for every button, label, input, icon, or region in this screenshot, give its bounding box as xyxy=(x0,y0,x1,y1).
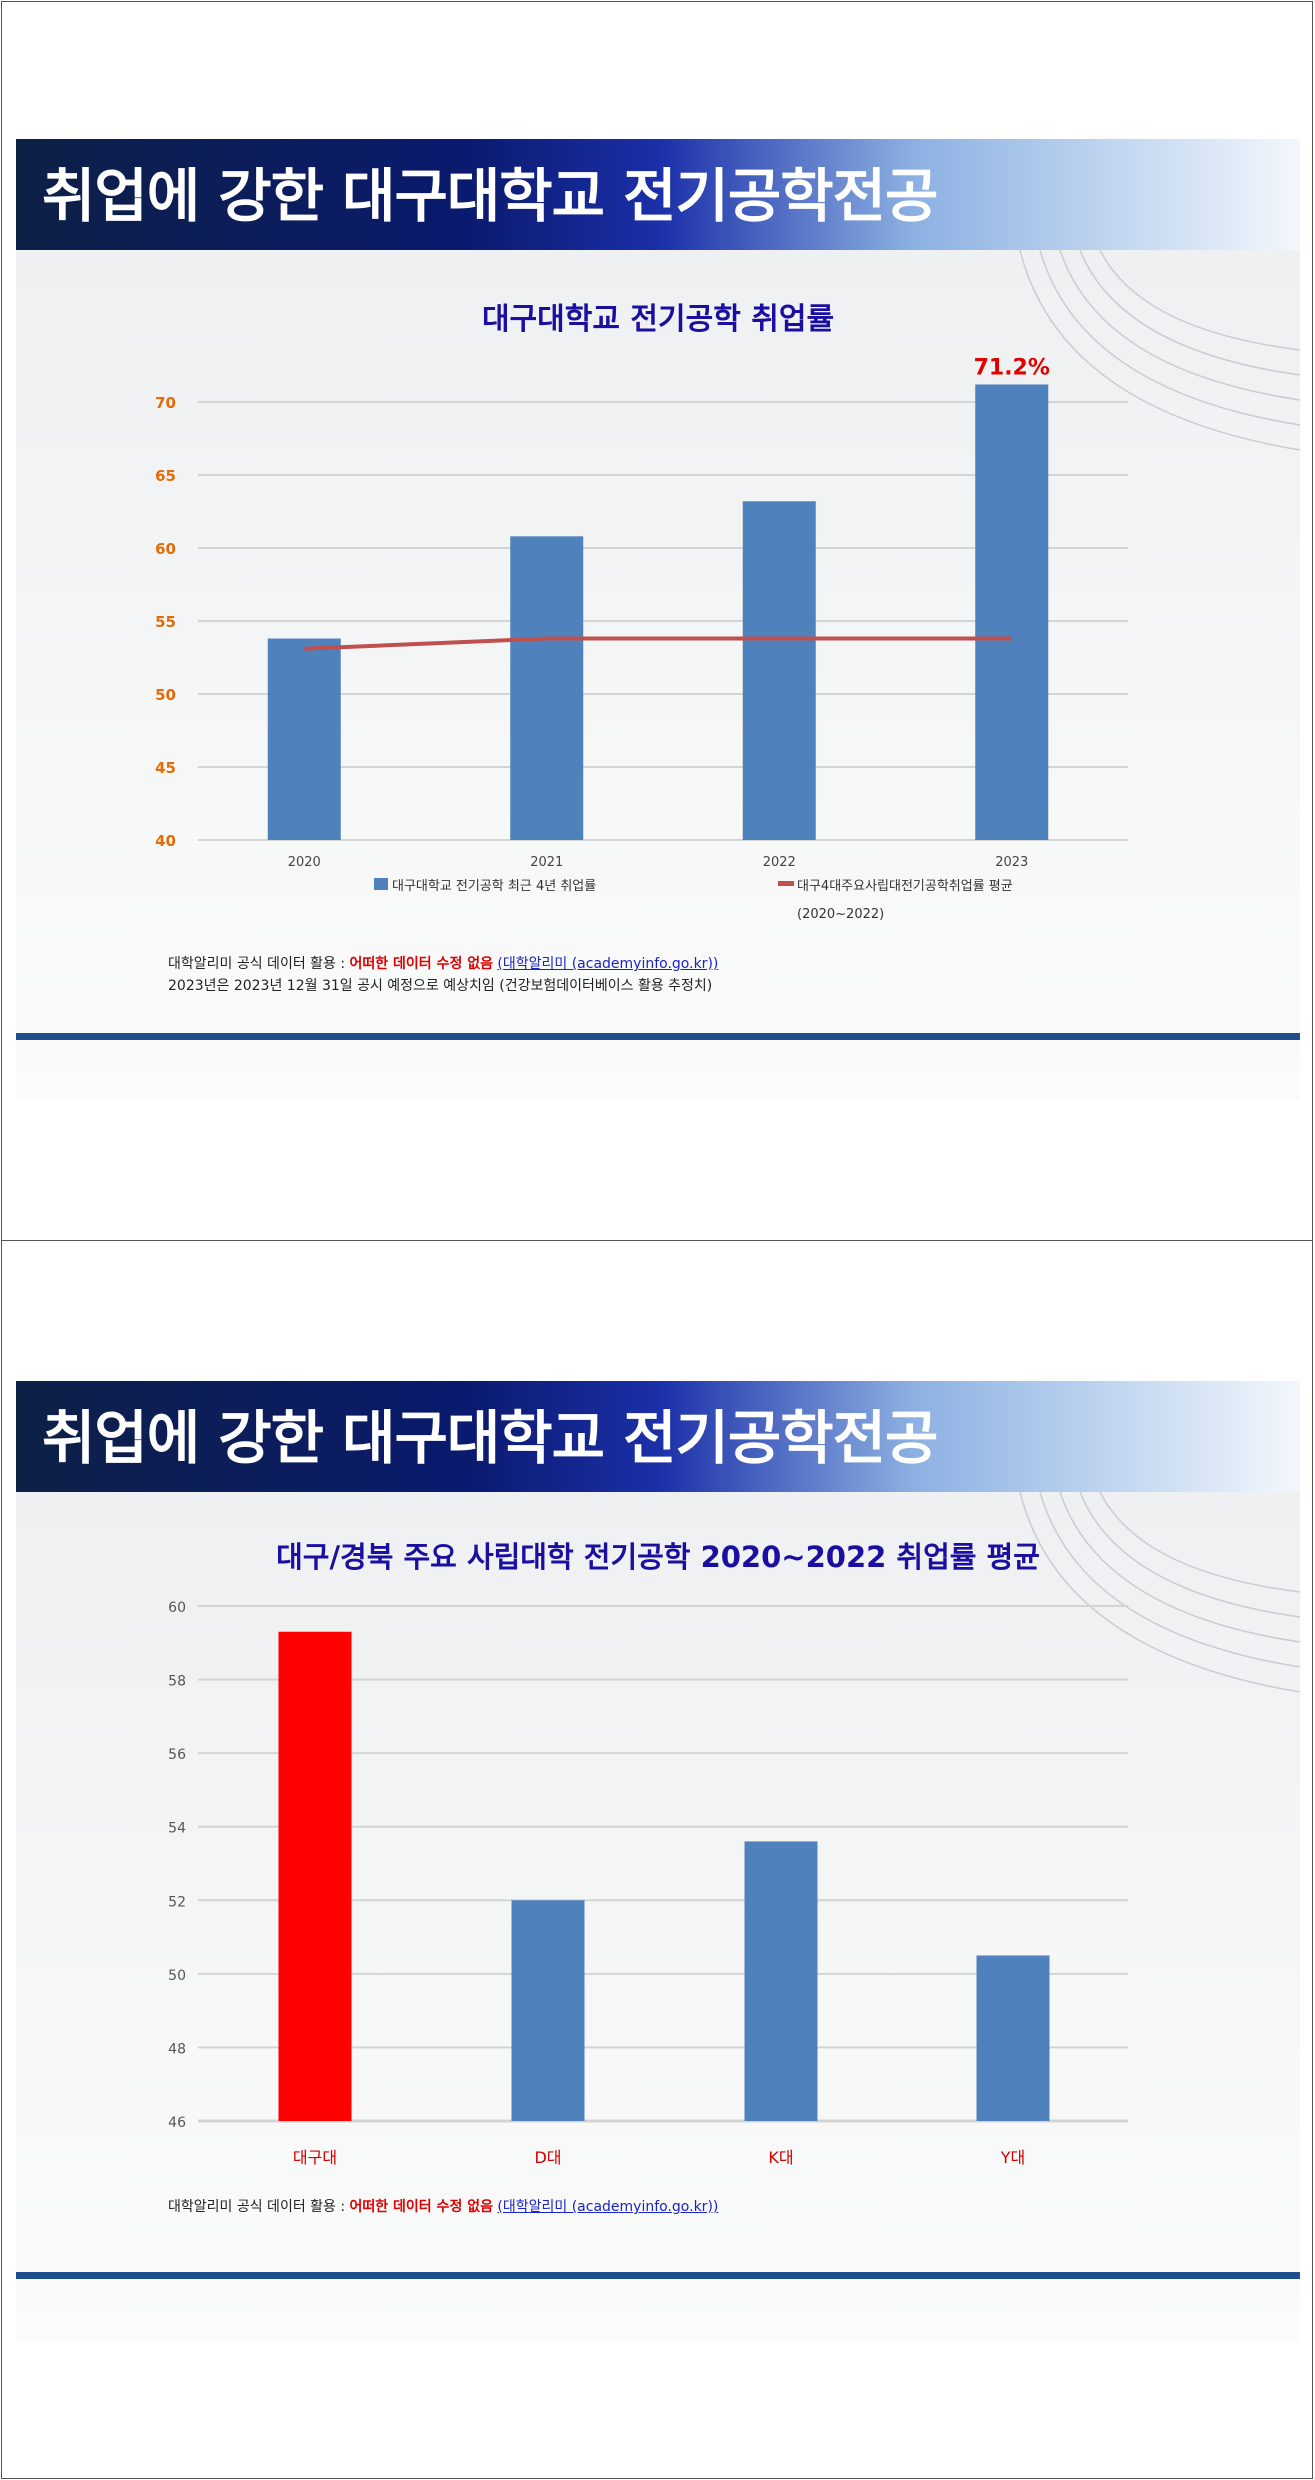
legend-bar-label: 대구대학교 전기공학 최근 4년 취업률 xyxy=(392,879,596,894)
slide-1-header: 취업에 강한 대구대학교 전기공학전공 xyxy=(16,139,1300,250)
page-2-frame xyxy=(1,1240,1313,2479)
source-note: 대학알리미 공식 데이터 활용 : 어떠한 데이터 수정 없음 (대학알리미 (… xyxy=(168,2196,718,2216)
x-tick-label: D대 xyxy=(534,2148,561,2167)
y-tick-label: 58 xyxy=(168,1674,186,1690)
bar-2023 xyxy=(975,384,1049,840)
y-tick-label: 55 xyxy=(155,613,176,631)
chart-2-title: 대구/경북 주요 사립대학 전기공학 2020~2022 취업률 평균 xyxy=(276,1540,1040,1574)
y-tick-label: 65 xyxy=(155,467,176,485)
no-modification-note: 어떠한 데이터 수정 없음 xyxy=(349,956,493,972)
bottom-divider xyxy=(16,2272,1300,2279)
y-tick-label: 60 xyxy=(168,1600,186,1616)
academyinfo-link[interactable]: (대학알리미 (academyinfo.go.kr)) xyxy=(497,956,719,972)
note-text: 대학알리미 공식 데이터 활용 : xyxy=(168,2199,350,2215)
slide-2-body: 대구/경북 주요 사립대학 전기공학 2020~2022 취업률 평균 46 48… xyxy=(16,1492,1300,2342)
y-tick-label: 70 xyxy=(155,394,176,412)
bar-2021 xyxy=(510,536,584,840)
x-tick-label: 2020 xyxy=(288,855,321,870)
bottom-divider xyxy=(16,1033,1300,1040)
bar-D대 xyxy=(511,1900,585,2121)
chart-1-title: 대구대학교 전기공학 취업률 xyxy=(481,302,835,337)
data-label-2023: 71.2% xyxy=(974,355,1050,380)
y-tick-label: 52 xyxy=(168,1894,186,1910)
bar-2022 xyxy=(742,501,816,840)
y-tick-label: 45 xyxy=(155,759,176,777)
average-line xyxy=(304,636,1012,651)
slide-title: 취업에 강한 대구대학교 전기공학전공 xyxy=(42,162,938,230)
source-note: 대학알리미 공식 데이터 활용 : 어떠한 데이터 수정 없음 (대학알리미 (… xyxy=(168,953,718,973)
slide-1-body: 대구대학교 전기공학 취업률 40 45 50 55 60 65 70 2020 2021 202… xyxy=(16,250,1300,1100)
legend-line-label-period: (2020~2022) xyxy=(797,907,884,922)
x-tick-label: 2021 xyxy=(530,855,563,870)
y-tick-label: 60 xyxy=(155,540,176,558)
legend-bar-swatch xyxy=(374,878,388,890)
bar-K대 xyxy=(744,1841,818,2121)
legend-line-label: 대구4대주요사립대전기공학취업률 평균 xyxy=(797,879,1013,894)
x-tick-label: Y대 xyxy=(1000,2148,1026,2167)
x-tick-label: 2022 xyxy=(763,855,796,870)
bar-대구대 xyxy=(278,1631,352,2121)
legend-line-swatch xyxy=(778,881,794,886)
y-tick-label: 50 xyxy=(168,1968,186,1984)
slide-2-header: 취업에 강한 대구대학교 전기공학전공 xyxy=(16,1381,1300,1492)
y-tick-label: 54 xyxy=(168,1821,186,1837)
bar-Y대 xyxy=(976,1955,1050,2121)
decorative-swoosh xyxy=(1019,250,1300,451)
y-tick-label: 48 xyxy=(168,2041,186,2057)
chart-2: 46 48 50 52 54 56 58 60 대구대 D대 K대 Y대 xyxy=(168,1600,1128,2167)
x-tick-label: 대구대 xyxy=(293,2148,337,2167)
academyinfo-link[interactable]: (대학알리미 (academyinfo.go.kr)) xyxy=(497,2199,719,2215)
note-text: 대학알리미 공식 데이터 활용 : xyxy=(168,956,350,972)
y-tick-label: 56 xyxy=(168,1747,186,1763)
bar-2020 xyxy=(267,638,341,840)
y-tick-label: 50 xyxy=(155,686,176,704)
y-tick-label: 40 xyxy=(155,832,176,850)
estimate-note: 2023년은 2023년 12월 31일 공시 예정으로 예상치임 (건강보험데… xyxy=(168,978,713,994)
y-tick-label: 46 xyxy=(168,2115,186,2131)
x-tick-label: 2023 xyxy=(995,855,1028,870)
x-tick-label: K대 xyxy=(768,2148,793,2167)
slide-title: 취업에 강한 대구대학교 전기공학전공 xyxy=(42,1404,938,1472)
no-modification-note: 어떠한 데이터 수정 없음 xyxy=(349,2199,493,2215)
chart-1: 40 45 50 55 60 65 70 2020 2021 2022 2023 71.2% 대구대학교… xyxy=(155,355,1128,922)
